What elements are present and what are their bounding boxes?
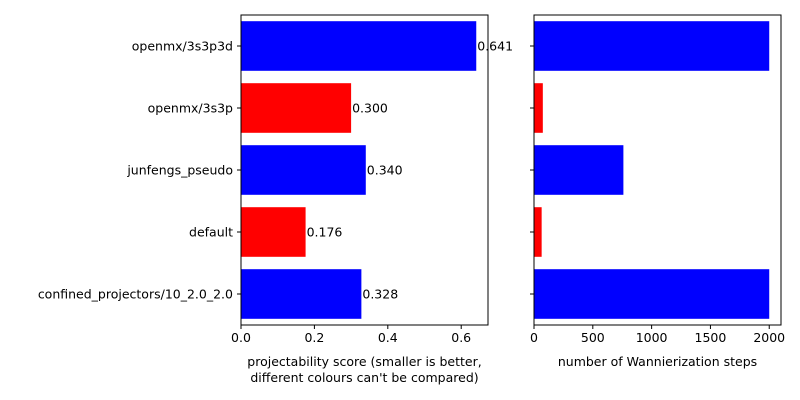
value-label-2: 0.340 [367,163,403,178]
bar-3 [534,207,542,257]
category-label-4: confined_projectors/10_2.0_2.0 [38,287,233,302]
x-tick-label-4: 2000 [753,330,785,345]
wannierization-steps-panel: 0 500 1000 1500 2000 number of Wannierization… [530,14,785,369]
bar-1 [241,83,352,133]
bar-4 [534,269,770,319]
x-tick-label-3: 1500 [695,330,727,345]
x-axis-label-line-0: number of Wannierization steps [558,354,757,369]
x-tick-label-1: 500 [581,330,605,345]
value-label-0: 0.641 [477,39,513,54]
value-label-1: 0.300 [352,101,388,116]
bar-3 [241,207,306,257]
axes-frame [533,14,782,326]
bar-2 [241,145,366,195]
value-label-3: 0.176 [307,225,343,240]
x-tick-label-0: 0.0 [231,330,251,345]
axes-frame [240,14,489,326]
x-tick-label-0: 0 [530,330,538,345]
x-tick-label-1: 0.2 [304,330,324,345]
bar-0 [241,21,477,71]
x-axis-label-line-1: different colours can't be compared) [250,370,478,385]
bar-0 [534,21,770,71]
category-label-0: openmx/3s3p3d [132,39,233,54]
bar-1 [534,83,543,133]
category-label-3: default [189,225,233,240]
x-axis-label-line-0: projectability score (smaller is better, [247,354,481,369]
category-label-2: junfengs_pseudo [126,163,233,178]
projectability-panel: openmx/3s3p3d 0.641 openmx/3s3p 0.300 junfen… [38,14,513,385]
x-tick-label-2: 0.4 [378,330,398,345]
x-tick-label-3: 0.6 [451,330,471,345]
bar-2 [534,145,624,195]
category-label-1: openmx/3s3p [148,101,233,116]
x-tick-label-2: 1000 [636,330,668,345]
value-label-4: 0.328 [362,287,398,302]
bar-4 [241,269,362,319]
